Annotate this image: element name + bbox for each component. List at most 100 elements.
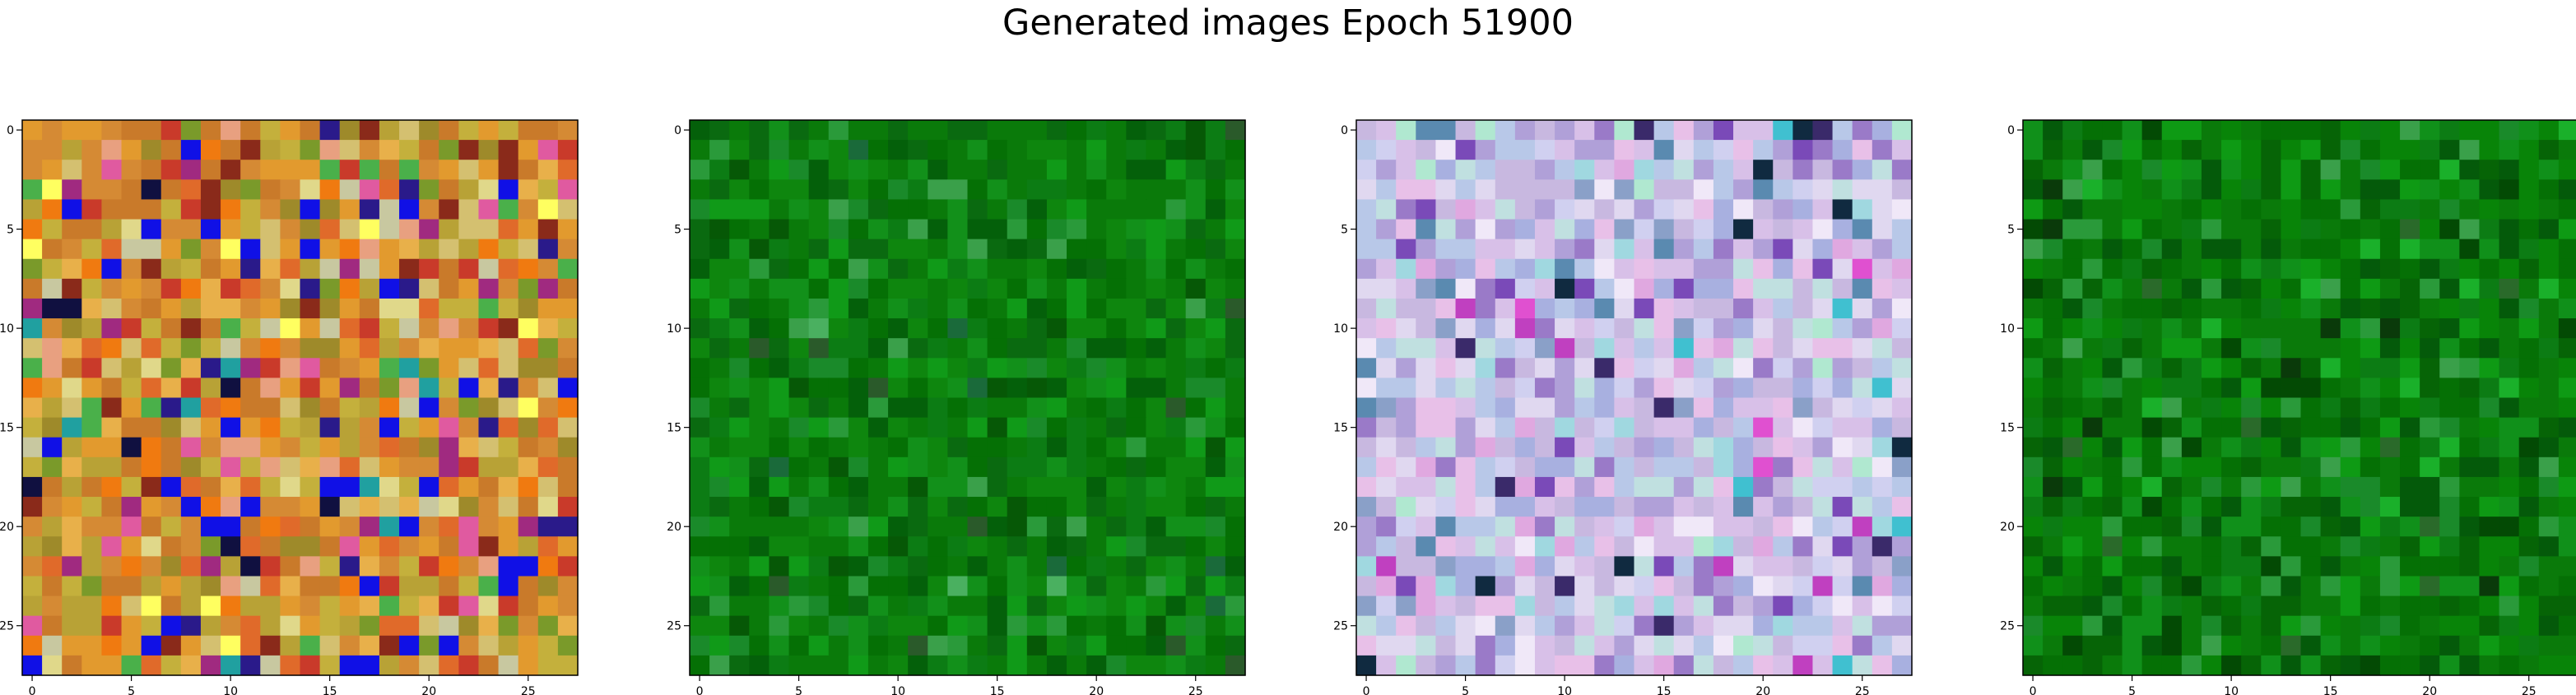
- pixel-cell: [300, 160, 321, 180]
- pixel-cell: [729, 417, 750, 438]
- pixel-cell: [1376, 318, 1397, 339]
- pixel-cell: [848, 278, 869, 299]
- y-tick-label: 20: [1333, 521, 1348, 534]
- pixel-cell: [2201, 239, 2222, 260]
- pixel-cell: [1514, 358, 1536, 378]
- pixel-cell: [300, 140, 321, 160]
- pixel-cell: [828, 456, 849, 478]
- pixel-cell: [221, 576, 241, 597]
- pixel-cell: [2241, 239, 2262, 260]
- pixel-cell: [260, 358, 281, 378]
- pixel-cell: [2320, 239, 2341, 260]
- pixel-cell: [1514, 556, 1536, 577]
- pixel-cell: [788, 397, 810, 419]
- pixel-cell: [1185, 358, 1207, 378]
- pixel-cell: [1534, 160, 1555, 180]
- pixel-cell: [1534, 595, 1555, 617]
- pixel-cell: [1653, 635, 1675, 656]
- pixel-cell: [2281, 199, 2302, 220]
- pixel-cell: [1534, 179, 1555, 201]
- pixel-cell: [518, 595, 539, 617]
- pixel-cell: [1555, 517, 1575, 537]
- pixel-cell: [2479, 556, 2500, 577]
- pixel-cell: [1396, 536, 1416, 557]
- pixel-cell: [2281, 497, 2302, 517]
- pixel-cell: [399, 615, 420, 637]
- pixel-cell: [1475, 536, 1496, 557]
- pixel-cell: [2181, 417, 2202, 438]
- pixel-cell: [2161, 476, 2183, 498]
- pixel-cell: [1495, 298, 1516, 319]
- pixel-cell: [1396, 556, 1416, 577]
- pixel-cell: [121, 199, 142, 220]
- pixel-cell: [1106, 140, 1127, 160]
- pixel-cell: [1026, 635, 1048, 656]
- pixel-cell: [2201, 160, 2222, 180]
- pixel-cell: [1673, 536, 1695, 557]
- pixel-cell: [1514, 378, 1536, 399]
- pixel-cell: [1872, 239, 1893, 260]
- pixel-cell: [2360, 219, 2381, 240]
- pixel-cell: [729, 497, 750, 517]
- pixel-cell: [1891, 635, 1913, 656]
- pixel-cell: [1555, 556, 1575, 577]
- pixel-cell: [2479, 258, 2500, 280]
- pixel-cell: [1495, 556, 1516, 577]
- pixel-cell: [1026, 517, 1048, 537]
- pixel-cell: [160, 120, 182, 141]
- pixel-cell: [1396, 338, 1416, 359]
- pixel-cell: [1693, 298, 1714, 319]
- pixel-cell: [1007, 179, 1028, 201]
- pixel-cell: [1067, 278, 1087, 299]
- pixel-cell: [1165, 278, 1187, 299]
- pixel-cell: [908, 536, 928, 557]
- pixel-cell: [1067, 298, 1087, 319]
- pixel-cell: [2241, 635, 2262, 656]
- pixel-cell: [2181, 517, 2202, 537]
- pixel-cell: [1146, 239, 1167, 260]
- pixel-cell: [2221, 635, 2242, 656]
- pixel-cell: [749, 635, 770, 656]
- pixel-cell: [1534, 655, 1555, 676]
- pixel-cell: [557, 497, 579, 517]
- pixel-cell: [2499, 358, 2520, 378]
- pixel-cell: [1634, 655, 1655, 676]
- pixel-cell: [1046, 140, 1067, 160]
- pixel-cell: [1773, 517, 1793, 537]
- pixel-cell: [339, 615, 360, 637]
- pixel-cell: [2400, 437, 2420, 458]
- pixel-cell: [1146, 615, 1167, 637]
- pixel-cell: [2439, 278, 2460, 299]
- pixel-cell: [478, 536, 500, 557]
- pixel-cell: [1753, 278, 1774, 299]
- pixel-cell: [2538, 358, 2560, 378]
- pixel-cell: [1673, 298, 1695, 319]
- pixel-cell: [1356, 358, 1377, 378]
- pixel-cell: [2558, 476, 2576, 498]
- pixel-cell: [1773, 278, 1793, 299]
- pixel-cell: [769, 536, 790, 557]
- x-tick-label: 0: [29, 685, 36, 695]
- pixel-cell: [2102, 278, 2123, 299]
- pixel-cell: [221, 199, 241, 220]
- pixel-cell: [709, 358, 730, 378]
- pixel-cell: [1812, 517, 1834, 537]
- pixel-cell: [2499, 517, 2520, 537]
- x-tick-label: 25: [521, 685, 536, 695]
- pixel-cell: [2340, 338, 2361, 359]
- pixel-cell: [478, 517, 500, 537]
- pixel-cell: [690, 219, 710, 240]
- pixel-cell: [141, 655, 162, 676]
- pixel-cell: [81, 576, 103, 597]
- axes-frame: [689, 119, 1246, 676]
- pixel-cell: [1812, 437, 1834, 458]
- pixel-cell: [221, 437, 241, 458]
- pixel-cell: [22, 278, 43, 299]
- pixel-cell: [359, 476, 380, 498]
- pixel-cell: [2141, 517, 2163, 537]
- pixel-cell: [339, 160, 360, 180]
- pixel-cell: [2360, 476, 2381, 498]
- pixel-cell: [1046, 160, 1067, 180]
- pixel-cell: [2122, 497, 2143, 517]
